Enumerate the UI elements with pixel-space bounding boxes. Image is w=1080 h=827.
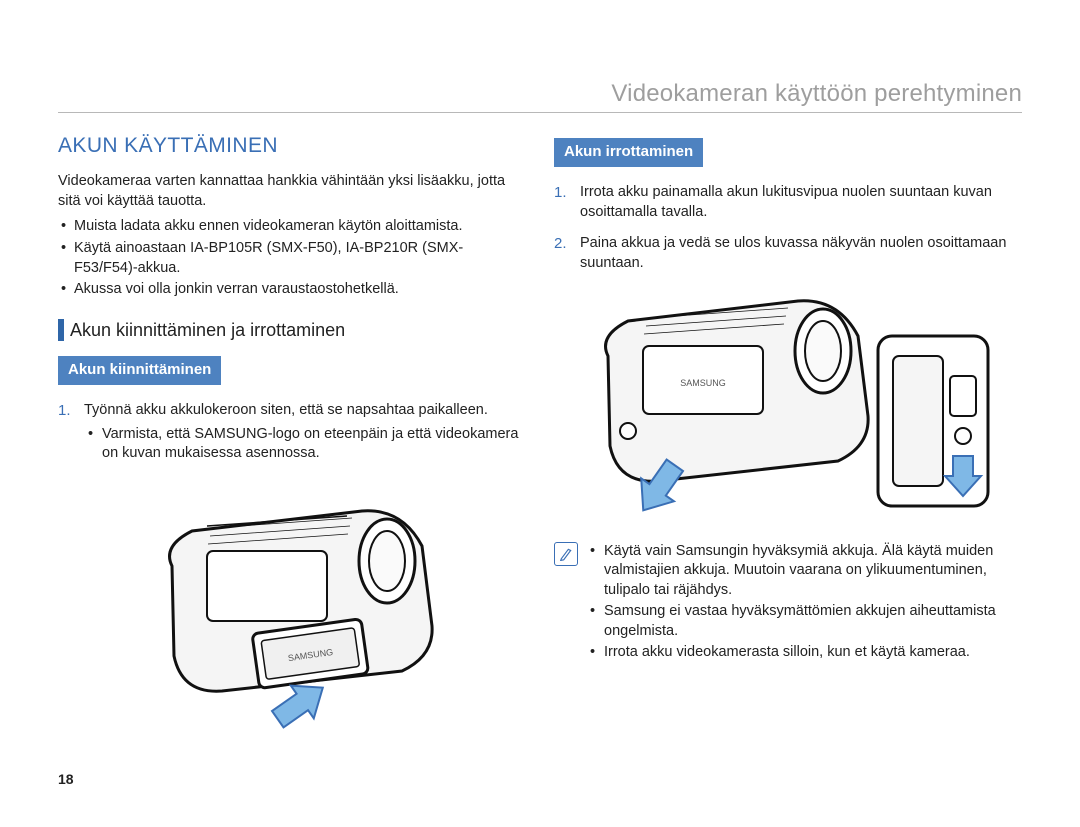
camera-detach-illustration-icon: SAMSUNG	[578, 286, 998, 526]
intro-bullets: Muista ladata akku ennen videokameran kä…	[58, 217, 526, 299]
camera-illustration-icon: SAMSUNG	[112, 476, 472, 736]
detach-step: Irrota akku painamalla akun lukitusvipua…	[554, 183, 1022, 222]
detach-step: Paina akkua ja vedä se ulos kuvassa näky…	[554, 234, 1022, 273]
camera-detach-illustration: SAMSUNG	[554, 286, 1022, 526]
page-number: 18	[58, 771, 74, 787]
note-item: Käytä vain Samsungin hyväksymiä akkuja. …	[588, 542, 1022, 601]
svg-text:SAMSUNG: SAMSUNG	[680, 378, 726, 388]
subheading-bar-icon	[58, 319, 64, 341]
note-icon	[554, 542, 578, 566]
note-item: Irrota akku videokamerasta silloin, kun …	[588, 643, 1022, 663]
subheading-text: Akun kiinnittäminen ja irrottaminen	[70, 318, 345, 342]
detach-label: Akun irrottaminen	[554, 138, 703, 167]
horizontal-rule	[58, 112, 1022, 113]
attach-step-sub: Varmista, että SAMSUNG-logo on eteenpäin…	[84, 425, 526, 464]
manual-page: Videokameran käyttöön perehtyminen AKUN …	[0, 0, 1080, 827]
attach-step: Työnnä akku akkulokeroon siten, että se …	[58, 401, 526, 464]
intro-bullet: Akussa voi olla jonkin verran varaustaos…	[58, 280, 526, 300]
camera-attach-illustration: SAMSUNG	[58, 476, 526, 736]
right-column: Akun irrottaminen Irrota akku painamalla…	[554, 132, 1022, 736]
attach-step-sub-item: Varmista, että SAMSUNG-logo on eteenpäin…	[84, 425, 526, 464]
main-heading: AKUN KÄYTTÄMINEN	[58, 132, 526, 160]
note-box: Käytä vain Samsungin hyväksymiä akkuja. …	[554, 540, 1022, 665]
two-column-layout: AKUN KÄYTTÄMINEN Videokameraa varten kan…	[58, 132, 1022, 736]
intro-bullet: Käytä ainoastaan IA-BP105R (SMX-F50), IA…	[58, 239, 526, 278]
detach-steps: Irrota akku painamalla akun lukitusvipua…	[554, 183, 1022, 273]
left-column: AKUN KÄYTTÄMINEN Videokameraa varten kan…	[58, 132, 526, 736]
chapter-title: Videokameran käyttöön perehtyminen	[611, 80, 1022, 108]
detach-step-text: Paina akkua ja vedä se ulos kuvassa näky…	[580, 235, 1006, 271]
note-list: Käytä vain Samsungin hyväksymiä akkuja. …	[588, 540, 1022, 665]
subheading-attach-detach: Akun kiinnittäminen ja irrottaminen	[58, 318, 526, 342]
intro-bullet: Muista ladata akku ennen videokameran kä…	[58, 217, 526, 237]
intro-text: Videokameraa varten kannattaa hankkia vä…	[58, 172, 526, 211]
attach-steps: Työnnä akku akkulokeroon siten, että se …	[58, 401, 526, 464]
attach-label: Akun kiinnittäminen	[58, 356, 221, 385]
note-item: Samsung ei vastaa hyväksymättömien akkuj…	[588, 602, 1022, 641]
attach-step-text: Työnnä akku akkulokeroon siten, että se …	[84, 402, 488, 418]
detach-step-text: Irrota akku painamalla akun lukitusvipua…	[580, 184, 992, 220]
